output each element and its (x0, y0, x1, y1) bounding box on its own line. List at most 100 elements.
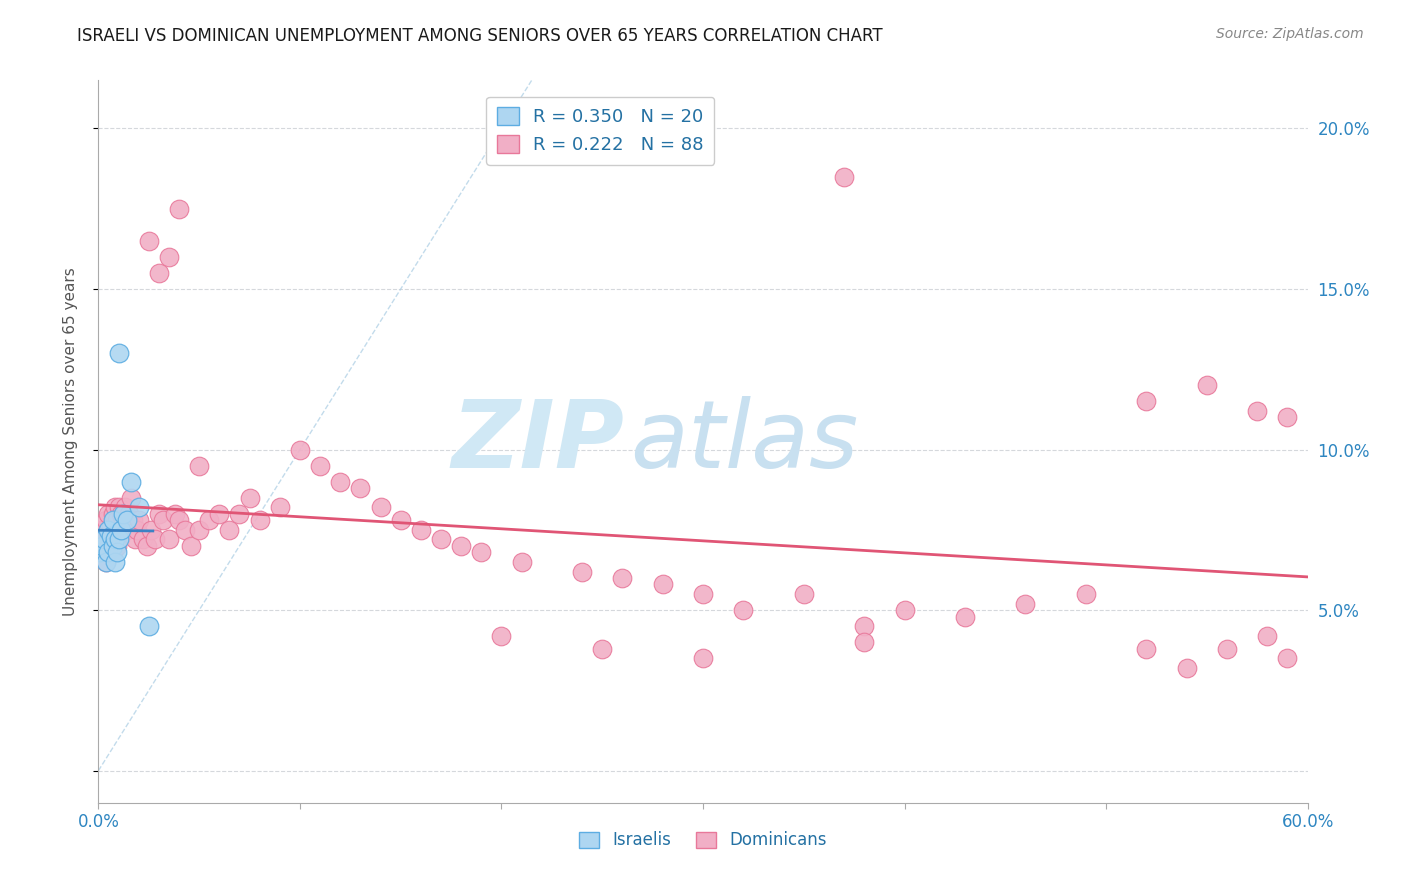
Point (114, 500, 136, 515)
Point (180, 539, 202, 553)
Point (612, 571, 634, 585)
Point (167, 202, 190, 216)
Point (103, 523, 125, 537)
Point (1277, 651, 1299, 665)
Point (953, 609, 976, 624)
Point (1256, 629, 1278, 643)
Point (115, 523, 138, 537)
Point (97, 529, 120, 543)
Point (103, 533, 125, 547)
Point (93, 533, 115, 547)
Text: ISRAELI VS DOMINICAN UNEMPLOYMENT AMONG SENIORS OVER 65 YEARS CORRELATION CHART: ISRAELI VS DOMINICAN UNEMPLOYMENT AMONG … (77, 27, 883, 45)
Point (148, 507, 170, 521)
Point (103, 500, 125, 515)
Point (118, 507, 141, 521)
Point (110, 523, 132, 537)
Y-axis label: Unemployment Among Seniors over 65 years: Unemployment Among Seniors over 65 years (63, 268, 77, 615)
Point (370, 500, 392, 515)
Point (198, 513, 221, 527)
Point (157, 533, 180, 547)
Point (125, 523, 148, 537)
Point (430, 533, 453, 547)
Point (105, 539, 128, 553)
Point (1277, 410, 1299, 425)
Point (107, 346, 129, 360)
Point (103, 555, 125, 569)
Point (128, 513, 150, 527)
Point (89, 545, 111, 559)
Point (152, 513, 174, 527)
Point (853, 619, 876, 633)
Point (1074, 587, 1097, 601)
Point (105, 513, 128, 527)
Point (120, 491, 142, 505)
Point (97, 545, 120, 559)
Point (309, 458, 332, 473)
Point (111, 513, 134, 527)
Point (409, 523, 432, 537)
Point (138, 234, 160, 248)
Point (148, 266, 170, 280)
Point (218, 523, 240, 537)
Point (96, 555, 118, 569)
Point (138, 619, 160, 633)
Point (349, 481, 371, 495)
Point (733, 603, 755, 617)
Point (269, 500, 291, 515)
Point (389, 513, 412, 527)
Point (1216, 641, 1239, 656)
Point (101, 513, 124, 527)
Point (450, 539, 472, 553)
Point (143, 533, 166, 547)
Point (591, 641, 613, 656)
Point (692, 651, 714, 665)
Point (571, 565, 593, 579)
Point (1135, 641, 1157, 656)
Point (101, 545, 124, 559)
Point (329, 475, 352, 489)
Point (91, 523, 114, 537)
Point (188, 458, 211, 473)
Point (101, 539, 124, 553)
Point (510, 555, 533, 569)
Point (1246, 404, 1268, 418)
Point (89, 533, 111, 547)
Point (1195, 378, 1218, 392)
Point (107, 533, 129, 547)
Point (157, 250, 180, 264)
Point (1175, 661, 1198, 675)
Point (167, 513, 190, 527)
Point (249, 513, 271, 527)
Point (651, 577, 673, 591)
Point (120, 475, 142, 489)
Point (228, 507, 250, 521)
Point (93, 533, 115, 547)
Point (91, 539, 114, 553)
Point (115, 513, 138, 527)
Point (1014, 597, 1036, 611)
Point (100, 529, 122, 543)
Point (107, 523, 129, 537)
Point (101, 507, 124, 521)
Point (239, 491, 262, 505)
Point (128, 500, 150, 515)
Point (1135, 394, 1157, 409)
Point (105, 545, 128, 559)
Legend: Israelis, Dominicans: Israelis, Dominicans (572, 824, 834, 856)
Text: ZIP: ZIP (451, 395, 624, 488)
Point (832, 169, 855, 184)
Point (111, 507, 134, 521)
Point (100, 519, 122, 533)
Point (893, 603, 915, 617)
Point (91, 545, 114, 559)
Point (188, 523, 211, 537)
Point (124, 533, 146, 547)
Point (97, 507, 120, 521)
Text: Source: ZipAtlas.com: Source: ZipAtlas.com (1216, 27, 1364, 41)
Point (110, 507, 132, 521)
Point (163, 507, 186, 521)
Point (132, 533, 155, 547)
Point (100, 533, 122, 547)
Text: atlas: atlas (630, 396, 859, 487)
Point (470, 545, 492, 559)
